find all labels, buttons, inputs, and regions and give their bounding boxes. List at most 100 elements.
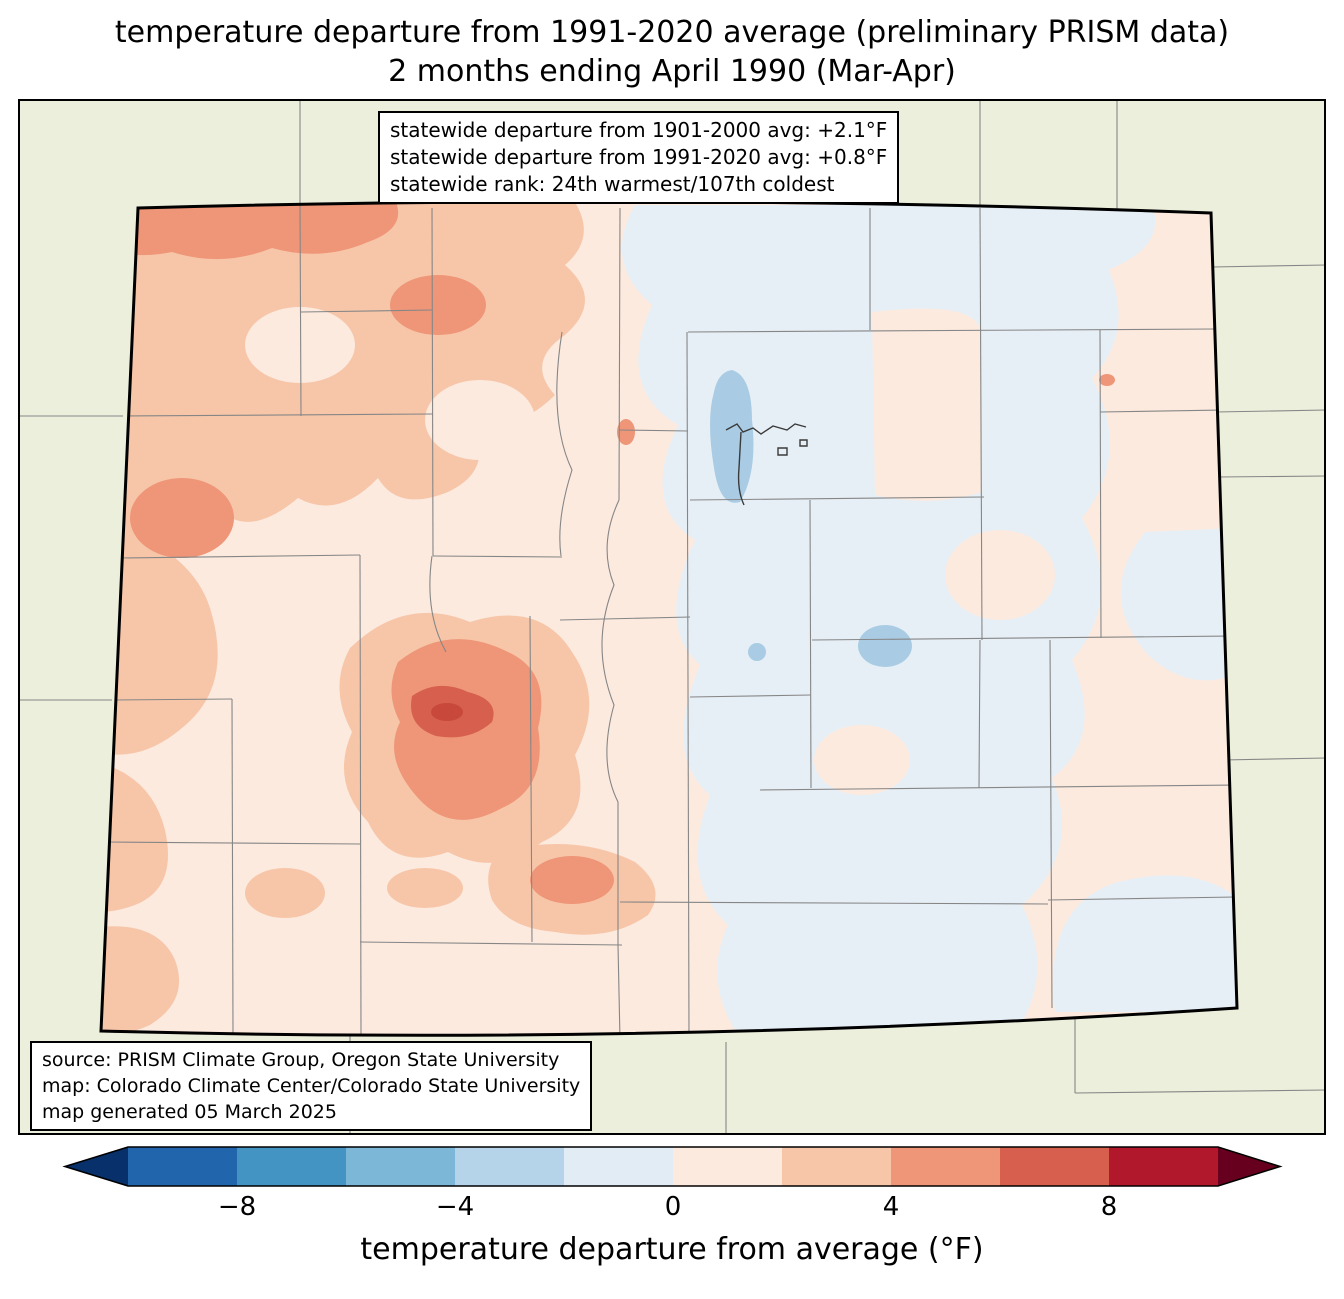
colorbar-segment: [237, 1147, 347, 1186]
colorbar-ticks: −8 −4 0 4 8: [0, 1192, 1344, 1226]
source-line: source: PRISM Climate Group, Oregon Stat…: [42, 1049, 560, 1071]
colorbar-segment: [346, 1147, 456, 1186]
county-line: [431, 207, 434, 557]
cool-blob: [1120, 528, 1237, 681]
county-line: [1217, 475, 1326, 478]
county-line: [686, 331, 690, 1036]
pale-patch: [945, 530, 1055, 620]
city-boundary-line: [725, 423, 807, 435]
colorbar-segment: [1000, 1147, 1110, 1186]
county-line: [359, 941, 623, 946]
cool-spot: [748, 643, 766, 661]
title-line-2: 2 months ending April 1990 (Mar-Apr): [388, 54, 956, 89]
cool-spot: [710, 370, 754, 503]
county-line: [601, 499, 621, 1036]
colorbar-segment: [673, 1147, 783, 1186]
colorbar-segment: [1109, 1147, 1218, 1186]
pale-patch: [872, 308, 982, 501]
pale-patch: [814, 725, 910, 795]
county-line: [618, 429, 689, 432]
county-line: [231, 698, 234, 1034]
colorbar-tick-label: 0: [664, 1192, 682, 1222]
figure-title: temperature departure from 1991-2020 ave…: [0, 13, 1344, 91]
colorado-map: [18, 99, 1326, 1135]
colorbar-svg: [62, 1146, 1283, 1187]
cool-region-medium: [710, 370, 912, 667]
colorbar-arrow-right: [1218, 1147, 1280, 1186]
warm-patch: [617, 419, 635, 445]
county-line: [1099, 329, 1102, 639]
colorbar: [0, 1140, 1344, 1196]
county-line: [299, 204, 302, 417]
source-box: source: PRISM Climate Group, Oregon Stat…: [30, 1041, 593, 1131]
warm-patch: [1099, 374, 1115, 386]
county-line: [1211, 264, 1326, 268]
county-line: [979, 207, 983, 641]
county-line: [619, 901, 1049, 905]
pale-patches: [814, 308, 1055, 795]
pale-patch: [425, 380, 535, 460]
colorbar-tick-label: −4: [435, 1192, 475, 1222]
colorbar-segment: [891, 1147, 1001, 1186]
city-boundary-line: [777, 447, 788, 456]
county-line: [429, 555, 447, 653]
cool-blob: [1053, 875, 1237, 1012]
colorbar-outline: [62, 1146, 1283, 1187]
pale-mottling: [245, 307, 535, 460]
cool-blob: [857, 205, 1156, 280]
county-line: [432, 555, 563, 558]
colorbar-axis-label: temperature departure from average (°F): [360, 1232, 984, 1267]
county-boundaries: [105, 204, 1237, 1036]
county-line: [556, 331, 573, 557]
plot-frame: [18, 99, 1326, 1135]
county-line: [529, 615, 533, 943]
county-line: [117, 554, 361, 559]
county-line: [1047, 896, 1237, 901]
warm-blob: [387, 868, 463, 908]
colorbar-segment: [564, 1147, 674, 1186]
colorbar-tick-label: −8: [217, 1192, 257, 1222]
city-boundary-line: [737, 431, 745, 506]
denver-boundary: [725, 423, 808, 506]
county-line: [759, 784, 1236, 791]
title-line-1: temperature departure from 1991-2020 ave…: [114, 15, 1230, 50]
county-line: [359, 554, 362, 1036]
county-line: [689, 496, 985, 501]
county-line: [300, 309, 433, 313]
county-line: [122, 413, 433, 417]
stats-line: statewide departure from 1991-2020 avg: …: [390, 145, 888, 169]
colorbar-tick-label: 4: [882, 1192, 900, 1222]
county-line: [811, 635, 1235, 641]
source-line: map: Colorado Climate Center/Colorado St…: [42, 1075, 581, 1097]
colorbar-tick-label: 8: [1100, 1192, 1118, 1222]
county-line: [105, 841, 361, 845]
stats-box: statewide departure from 1901-2000 avg: …: [378, 111, 900, 204]
county-line: [111, 698, 233, 701]
county-line: [687, 328, 1215, 333]
county-line: [1215, 409, 1326, 413]
county-line: [1049, 639, 1053, 1009]
county-line: [978, 639, 981, 789]
county-line: [618, 207, 621, 501]
county-line: [1221, 757, 1326, 761]
warm-patch: [390, 275, 486, 335]
colorbar-segment: [128, 1147, 238, 1186]
cool-spot: [858, 625, 912, 667]
county-line: [559, 616, 691, 621]
county-line: [1074, 1089, 1326, 1094]
pale-patch: [245, 307, 355, 383]
warm-patch: [130, 478, 234, 558]
source-line: map generated 05 March 2025: [42, 1101, 337, 1123]
anomaly-shading: [101, 201, 1237, 1036]
county-line: [809, 499, 812, 789]
colorbar-segment: [782, 1147, 892, 1186]
county-line: [1099, 409, 1227, 413]
stats-line: statewide rank: 24th warmest/107th colde…: [390, 172, 835, 196]
colorbar-segment: [455, 1147, 565, 1186]
warm-patch: [530, 856, 614, 904]
map-plot: statewide departure from 1901-2000 avg: …: [18, 99, 1326, 1135]
stats-line: statewide departure from 1901-2000 avg: …: [390, 118, 888, 142]
warm-core: [431, 703, 463, 721]
warm-blob: [245, 868, 325, 918]
